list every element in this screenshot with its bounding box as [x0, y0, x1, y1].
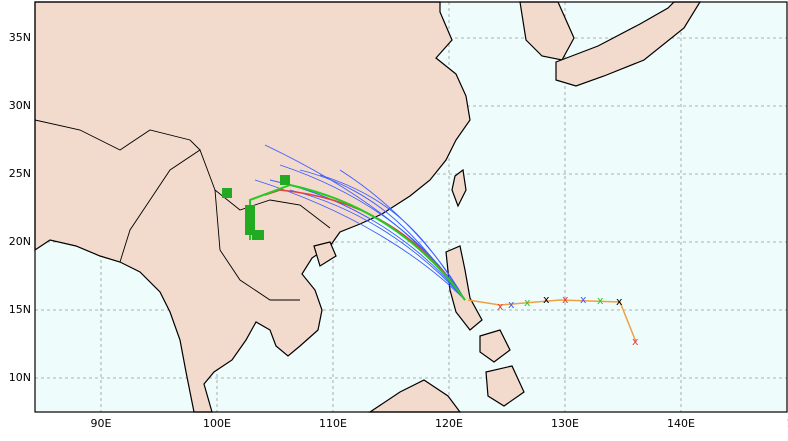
lat-label: 30N [9, 99, 31, 112]
lat-label: 20N [9, 235, 31, 248]
luzon [445, 245, 483, 331]
svg-text:x: x [543, 293, 550, 306]
japan [555, 1, 702, 87]
lat-label: 25N [9, 167, 31, 180]
borders [214, 189, 300, 301]
svg-text:x: x [562, 293, 569, 306]
lon-label: 90E [91, 417, 112, 430]
mindanao [485, 365, 525, 407]
lon-label: 120E [435, 417, 463, 430]
markers: x x x x x x x x x [497, 293, 639, 348]
borders [34, 119, 201, 151]
lon-label: 110E [319, 417, 347, 430]
svg-text:x: x [580, 293, 587, 306]
squares [222, 175, 290, 240]
svg-text:x: x [497, 300, 504, 313]
lon-label: 150 [787, 417, 788, 430]
lon-label: 100E [203, 417, 231, 430]
borders [119, 149, 331, 263]
visayas [479, 329, 511, 363]
svg-text:x: x [508, 298, 515, 311]
lat-label: 15N [9, 303, 31, 316]
lon-label: 140E [667, 417, 695, 430]
past-track [467, 299, 637, 343]
hainan [313, 241, 337, 267]
lat-label: 10N [9, 371, 31, 384]
taiwan [451, 168, 467, 208]
svg-text:x: x [632, 335, 639, 348]
svg-text:x: x [524, 296, 531, 309]
svg-text:x: x [597, 294, 604, 307]
main-track [249, 183, 466, 301]
frame [34, 1, 788, 413]
lat-label: 35N [9, 31, 31, 44]
lon-label: 130E [551, 417, 579, 430]
ensemble-tracks [254, 144, 466, 301]
svg-text:x: x [616, 295, 623, 308]
